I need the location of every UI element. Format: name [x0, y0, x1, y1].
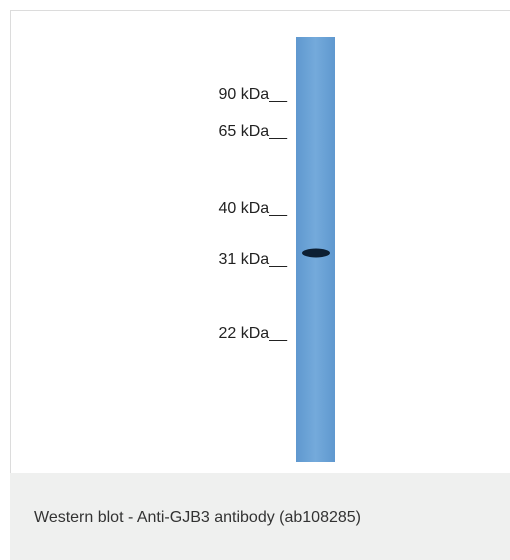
marker-label: 31 kDa__: [219, 251, 289, 268]
page: 90 kDa__ 65 kDa__ 40 kDa__ 31 kDa__ 22 k…: [0, 0, 510, 560]
marker-label: 22 kDa__: [219, 325, 289, 342]
blot-image: 90 kDa__ 65 kDa__ 40 kDa__ 31 kDa__ 22 k…: [0, 0, 510, 473]
caption-area: Western blot - Anti-GJB3 antibody (ab108…: [10, 473, 510, 560]
marker-label: 90 kDa__: [219, 86, 289, 103]
blot-band: [302, 249, 330, 258]
marker-label: 40 kDa__: [219, 200, 289, 217]
caption: Western blot - Anti-GJB3 antibody (ab108…: [34, 509, 361, 527]
marker-label: 65 kDa__: [219, 123, 289, 140]
